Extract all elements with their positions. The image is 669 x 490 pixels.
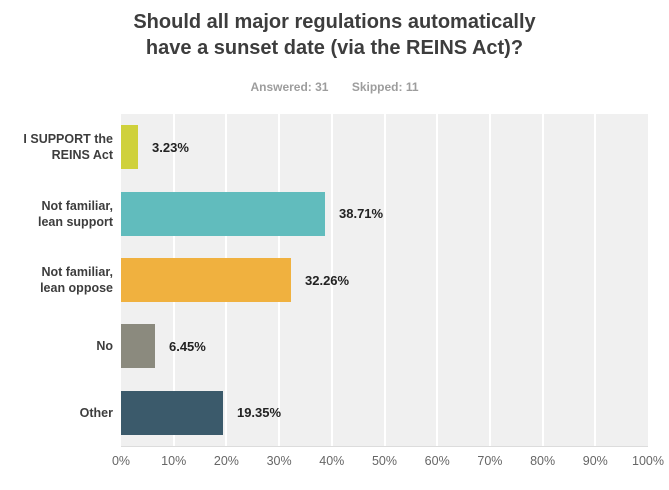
- gridline: [436, 114, 439, 446]
- value-label: 19.35%: [236, 405, 282, 421]
- gridline: [330, 114, 333, 446]
- x-tick: 100%: [632, 454, 664, 468]
- bar[interactable]: [121, 390, 223, 435]
- x-tick: 60%: [424, 454, 450, 468]
- x-axis: 0% 10% 20% 30% 40% 50% 60% 70% 80% 90% 100%: [112, 454, 664, 470]
- gridline: [488, 114, 491, 446]
- skipped-count: Skipped: 11: [351, 80, 419, 94]
- gridline: [594, 114, 597, 446]
- plot-area: 3.23% 38.71% 32.26% 6.45% 19.35%: [121, 114, 648, 447]
- chart-title-line2: have a sunset date (via the REINS Act)?: [145, 37, 524, 59]
- chart-title-line1: Should all major regulations automatical…: [133, 11, 536, 33]
- x-tick: 30%: [266, 454, 292, 468]
- value-label: 3.23%: [152, 139, 189, 155]
- category-label: Not familiar, lean support: [37, 198, 113, 229]
- bar[interactable]: [121, 324, 155, 369]
- answered-count: Answered: 31: [250, 80, 329, 94]
- bar[interactable]: [121, 125, 139, 170]
- x-tick: 20%: [213, 454, 239, 468]
- value-label: 38.71%: [339, 206, 384, 222]
- category-label: Other: [79, 405, 113, 420]
- answered-skipped-meta: Answered: 31 Skipped: 11: [0, 80, 669, 94]
- gridline: [383, 114, 386, 446]
- chart-title: Should all major regulations automatical…: [0, 9, 669, 61]
- bar-row: 6.45%: [121, 313, 648, 379]
- bar-row: 38.71%: [121, 180, 648, 246]
- bar[interactable]: [121, 258, 291, 303]
- value-label: 6.45%: [168, 338, 206, 354]
- value-label: 32.26%: [305, 272, 350, 288]
- bar-row: 19.35%: [121, 380, 648, 446]
- x-tick: 50%: [371, 454, 398, 468]
- x-tick: 10%: [161, 454, 187, 468]
- category-labels: I SUPPORT the REINS Act Not familiar, lea…: [0, 114, 113, 446]
- category-label: No: [96, 339, 113, 354]
- gridline: [541, 114, 544, 446]
- x-tick: 80%: [530, 454, 556, 468]
- x-tick: 90%: [582, 454, 608, 468]
- bar-row: 32.26%: [121, 247, 648, 313]
- bar-row: 3.23%: [121, 114, 648, 180]
- x-tick: 40%: [319, 454, 345, 468]
- x-tick: 0%: [111, 454, 131, 468]
- category-label: I SUPPORT the REINS Act: [23, 132, 113, 163]
- bar[interactable]: [121, 191, 325, 236]
- x-tick: 70%: [477, 454, 503, 468]
- category-label: Not familiar, lean oppose: [40, 265, 113, 296]
